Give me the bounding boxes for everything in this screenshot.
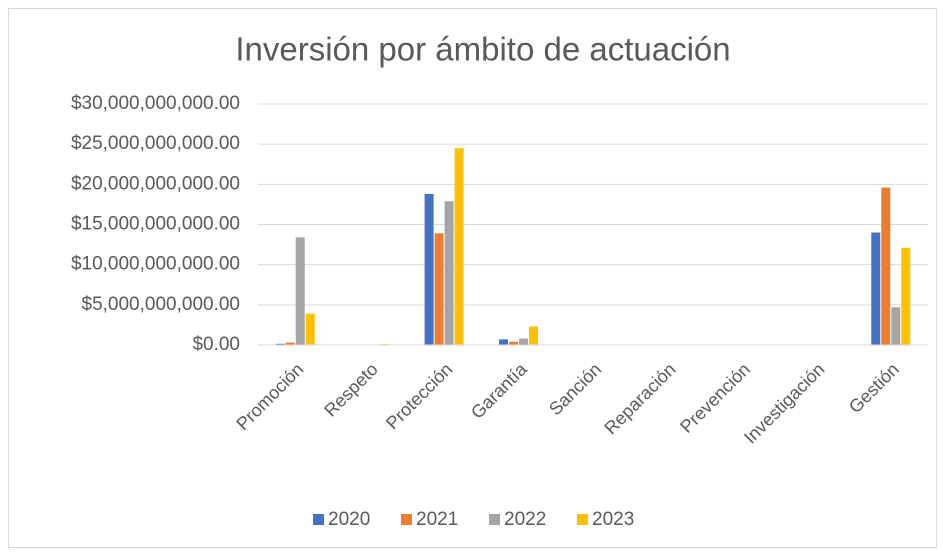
- bar: [529, 326, 539, 345]
- bar: [901, 247, 911, 345]
- bar: [305, 313, 315, 345]
- y-tick-label: $25,000,000,000.00: [71, 133, 240, 154]
- bar: [509, 341, 519, 345]
- bar: [295, 237, 305, 345]
- chart-border: [8, 8, 937, 548]
- bar: [444, 201, 454, 345]
- bar: [881, 187, 891, 345]
- bar: [285, 342, 295, 345]
- chart-title: Inversión por ámbito de actuación: [235, 31, 730, 68]
- y-tick-label: $20,000,000,000.00: [71, 173, 240, 194]
- bar: [454, 148, 464, 345]
- legend-swatch: [313, 514, 324, 525]
- bar: [434, 233, 444, 345]
- legend-swatch: [577, 514, 588, 525]
- bar: [499, 339, 509, 345]
- bar: [871, 232, 881, 345]
- y-tick-label: $15,000,000,000.00: [71, 214, 240, 235]
- bar: [519, 338, 529, 345]
- legend-label: 2022: [504, 509, 546, 530]
- y-tick-label: $30,000,000,000.00: [71, 93, 240, 114]
- legend-swatch: [401, 514, 412, 525]
- legend-label: 2021: [416, 509, 458, 530]
- legend-label: 2020: [328, 509, 370, 530]
- bar: [891, 307, 901, 345]
- legend-label: 2023: [592, 509, 634, 530]
- bar: [275, 343, 285, 345]
- bar: [424, 193, 434, 345]
- y-tick-label: $5,000,000,000.00: [82, 294, 241, 315]
- legend-swatch: [489, 514, 500, 525]
- y-tick-label: $0.00: [192, 334, 240, 355]
- y-tick-label: $10,000,000,000.00: [71, 254, 240, 275]
